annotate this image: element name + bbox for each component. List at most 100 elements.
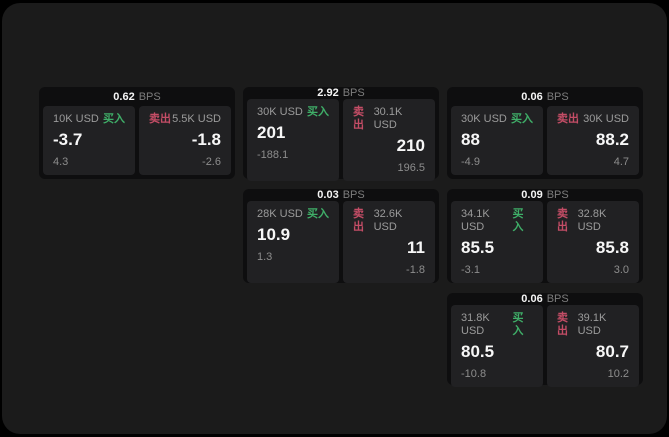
buy-panel-top: 34.1K USD 买入 bbox=[461, 208, 533, 234]
sell-size: 32.6K USD bbox=[373, 208, 403, 233]
buy-delta: -3.1 bbox=[461, 264, 480, 276]
buy-price: -3.7 bbox=[53, 130, 83, 149]
buy-price: 201 bbox=[257, 123, 286, 142]
spread-bps-value: 0.62 bbox=[113, 90, 135, 103]
spread-header: 0.06 BPS bbox=[451, 293, 639, 305]
buy-price: 85.5 bbox=[461, 238, 495, 257]
buy-panel-top: 31.8K USD 买入 bbox=[461, 312, 533, 338]
spread-header: 0.03 BPS bbox=[247, 189, 435, 201]
sell-delta: 4.7 bbox=[613, 156, 629, 168]
sell-quote-panel[interactable]: 卖出 32.6K USD 11 -1.8 bbox=[343, 201, 435, 283]
buy-size: 28K USD bbox=[257, 208, 303, 220]
buy-panel-top: 10K USD 买入 bbox=[53, 113, 125, 126]
quote-panels: 28K USD 买入 10.9 1.3 卖出 32.6K USD 11 -1.8 bbox=[247, 201, 435, 283]
buy-size: 30K USD bbox=[257, 106, 303, 118]
spread-header: 2.92 BPS bbox=[247, 87, 435, 99]
sell-side-label: 卖出 bbox=[557, 113, 579, 125]
sell-size: 30K USD bbox=[583, 113, 629, 125]
sell-quote-panel[interactable]: 卖出 5.5K USD -1.8 -2.6 bbox=[139, 106, 231, 175]
buy-side-label: 买入 bbox=[103, 113, 125, 125]
sell-size: 32.8K USD bbox=[577, 208, 607, 233]
buy-side-label: 买入 bbox=[512, 208, 524, 233]
buy-price: 80.5 bbox=[461, 342, 495, 361]
sell-panel-top: 卖出 32.8K USD bbox=[557, 208, 629, 234]
buy-side-label: 买入 bbox=[512, 312, 524, 337]
cards-grid: 0.62 BPS 10K USD 买入 -3.7 4.3 卖出 5.5K USD… bbox=[39, 87, 643, 387]
app-window: 0.62 BPS 10K USD 买入 -3.7 4.3 卖出 5.5K USD… bbox=[2, 3, 667, 434]
sell-quote-panel[interactable]: 卖出 30.1K USD 210 196.5 bbox=[343, 99, 435, 181]
buy-size: 31.8K USD bbox=[461, 312, 490, 337]
buy-quote-panel[interactable]: 10K USD 买入 -3.7 4.3 bbox=[43, 106, 135, 175]
sell-delta: -1.8 bbox=[406, 264, 425, 276]
quote-panels: 10K USD 买入 -3.7 4.3 卖出 5.5K USD -1.8 -2.… bbox=[43, 106, 231, 175]
buy-delta: -10.8 bbox=[461, 368, 487, 380]
sell-price: 210 bbox=[396, 136, 425, 155]
sell-panel-top: 卖出 5.5K USD bbox=[149, 113, 221, 126]
spread-bps-value: 0.06 bbox=[521, 90, 543, 103]
buy-quote-panel[interactable]: 31.8K USD 买入 80.5 -10.8 bbox=[451, 305, 543, 387]
buy-price: 88 bbox=[461, 130, 480, 149]
buy-price: 10.9 bbox=[257, 225, 291, 244]
sell-size: 5.5K USD bbox=[172, 113, 221, 125]
buy-size: 30K USD bbox=[461, 113, 507, 125]
bps-unit-label: BPS bbox=[546, 293, 569, 305]
sell-delta: 10.2 bbox=[607, 368, 629, 380]
sell-delta: 196.5 bbox=[397, 162, 425, 174]
spread-header: 0.09 BPS bbox=[451, 189, 639, 201]
sell-side-label: 卖出 bbox=[149, 113, 171, 125]
buy-size: 34.1K USD bbox=[461, 208, 490, 233]
quote-panels: 34.1K USD 买入 85.5 -3.1 卖出 32.8K USD 85.8… bbox=[451, 201, 639, 283]
sell-size: 30.1K USD bbox=[373, 106, 403, 131]
sell-quote-panel[interactable]: 卖出 30K USD 88.2 4.7 bbox=[547, 106, 639, 175]
quote-panels: 30K USD 买入 88 -4.9 卖出 30K USD 88.2 4.7 bbox=[451, 106, 639, 175]
sell-side-label: 卖出 bbox=[557, 312, 568, 337]
spread-header: 0.06 BPS bbox=[451, 87, 639, 106]
buy-panel-top: 28K USD 买入 bbox=[257, 208, 329, 221]
sell-side-label: 卖出 bbox=[353, 106, 364, 131]
quote-card: 0.06 BPS 30K USD 买入 88 -4.9 卖出 30K USD 8… bbox=[447, 87, 643, 179]
sell-side-label: 卖出 bbox=[557, 208, 568, 233]
buy-delta: 1.3 bbox=[257, 251, 273, 263]
buy-quote-panel[interactable]: 30K USD 买入 88 -4.9 bbox=[451, 106, 543, 175]
sell-price: 88.2 bbox=[595, 130, 629, 149]
sell-price: 11 bbox=[407, 238, 425, 257]
quote-card: 0.03 BPS 28K USD 买入 10.9 1.3 卖出 32.6K US… bbox=[243, 189, 439, 283]
quote-card: 2.92 BPS 30K USD 买入 201 -188.1 卖出 30.1K … bbox=[243, 87, 439, 181]
buy-quote-panel[interactable]: 30K USD 买入 201 -188.1 bbox=[247, 99, 339, 181]
quote-card: 0.62 BPS 10K USD 买入 -3.7 4.3 卖出 5.5K USD… bbox=[39, 87, 235, 179]
spread-bps-value: 0.06 bbox=[521, 293, 543, 305]
spread-bps-value: 2.92 bbox=[317, 87, 339, 99]
sell-price: 80.7 bbox=[595, 342, 629, 361]
sell-size: 39.1K USD bbox=[577, 312, 607, 337]
buy-delta: 4.3 bbox=[53, 156, 69, 168]
sell-price: 85.8 bbox=[595, 238, 629, 257]
sell-price: -1.8 bbox=[191, 130, 221, 149]
sell-panel-top: 卖出 30.1K USD bbox=[353, 106, 425, 132]
buy-quote-panel[interactable]: 28K USD 买入 10.9 1.3 bbox=[247, 201, 339, 283]
quote-card: 0.09 BPS 34.1K USD 买入 85.5 -3.1 卖出 32.8K… bbox=[447, 189, 643, 283]
bps-unit-label: BPS bbox=[546, 189, 569, 201]
buy-size: 10K USD bbox=[53, 113, 99, 125]
sell-panel-top: 卖出 30K USD bbox=[557, 113, 629, 126]
bps-unit-label: BPS bbox=[342, 189, 365, 201]
sell-quote-panel[interactable]: 卖出 32.8K USD 85.8 3.0 bbox=[547, 201, 639, 283]
quote-panels: 30K USD 买入 201 -188.1 卖出 30.1K USD 210 1… bbox=[247, 99, 435, 181]
buy-panel-top: 30K USD 买入 bbox=[257, 106, 329, 119]
buy-side-label: 买入 bbox=[511, 113, 533, 125]
buy-side-label: 买入 bbox=[307, 106, 329, 118]
sell-delta: -2.6 bbox=[202, 156, 221, 168]
spread-bps-value: 0.09 bbox=[521, 189, 543, 201]
bps-unit-label: BPS bbox=[342, 87, 365, 99]
quote-panels: 31.8K USD 买入 80.5 -10.8 卖出 39.1K USD 80.… bbox=[451, 305, 639, 387]
bps-unit-label: BPS bbox=[546, 90, 569, 103]
buy-delta: -4.9 bbox=[461, 156, 480, 168]
spread-bps-value: 0.03 bbox=[317, 189, 339, 201]
bps-unit-label: BPS bbox=[138, 90, 161, 103]
sell-quote-panel[interactable]: 卖出 39.1K USD 80.7 10.2 bbox=[547, 305, 639, 387]
quote-card: 0.06 BPS 31.8K USD 买入 80.5 -10.8 卖出 39.1… bbox=[447, 293, 643, 387]
sell-panel-top: 卖出 39.1K USD bbox=[557, 312, 629, 338]
sell-delta: 3.0 bbox=[613, 264, 629, 276]
buy-quote-panel[interactable]: 34.1K USD 买入 85.5 -3.1 bbox=[451, 201, 543, 283]
spread-header: 0.62 BPS bbox=[43, 87, 231, 106]
sell-side-label: 卖出 bbox=[353, 208, 364, 233]
